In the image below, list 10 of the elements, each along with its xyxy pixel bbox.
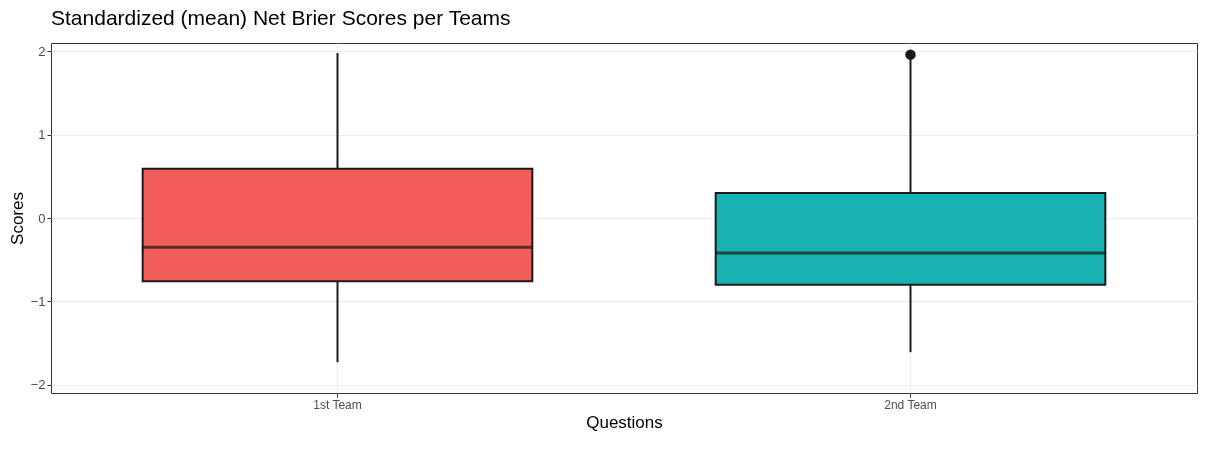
- y-tick-label: 0: [38, 210, 46, 226]
- x-tick-label: 1st Team: [313, 397, 362, 412]
- y-axis-title: Scores: [7, 192, 27, 245]
- x-tick-label: 2nd Team: [884, 397, 937, 412]
- x-axis-title: Questions: [586, 412, 663, 432]
- y-tick-label: −1: [30, 293, 46, 309]
- y-tick-label: 1: [38, 127, 46, 143]
- chart-title: Standardized (mean) Net Brier Scores per Teams: [51, 6, 511, 29]
- y-tick-label: −2: [30, 377, 46, 393]
- y-tick-label: 2: [38, 43, 46, 59]
